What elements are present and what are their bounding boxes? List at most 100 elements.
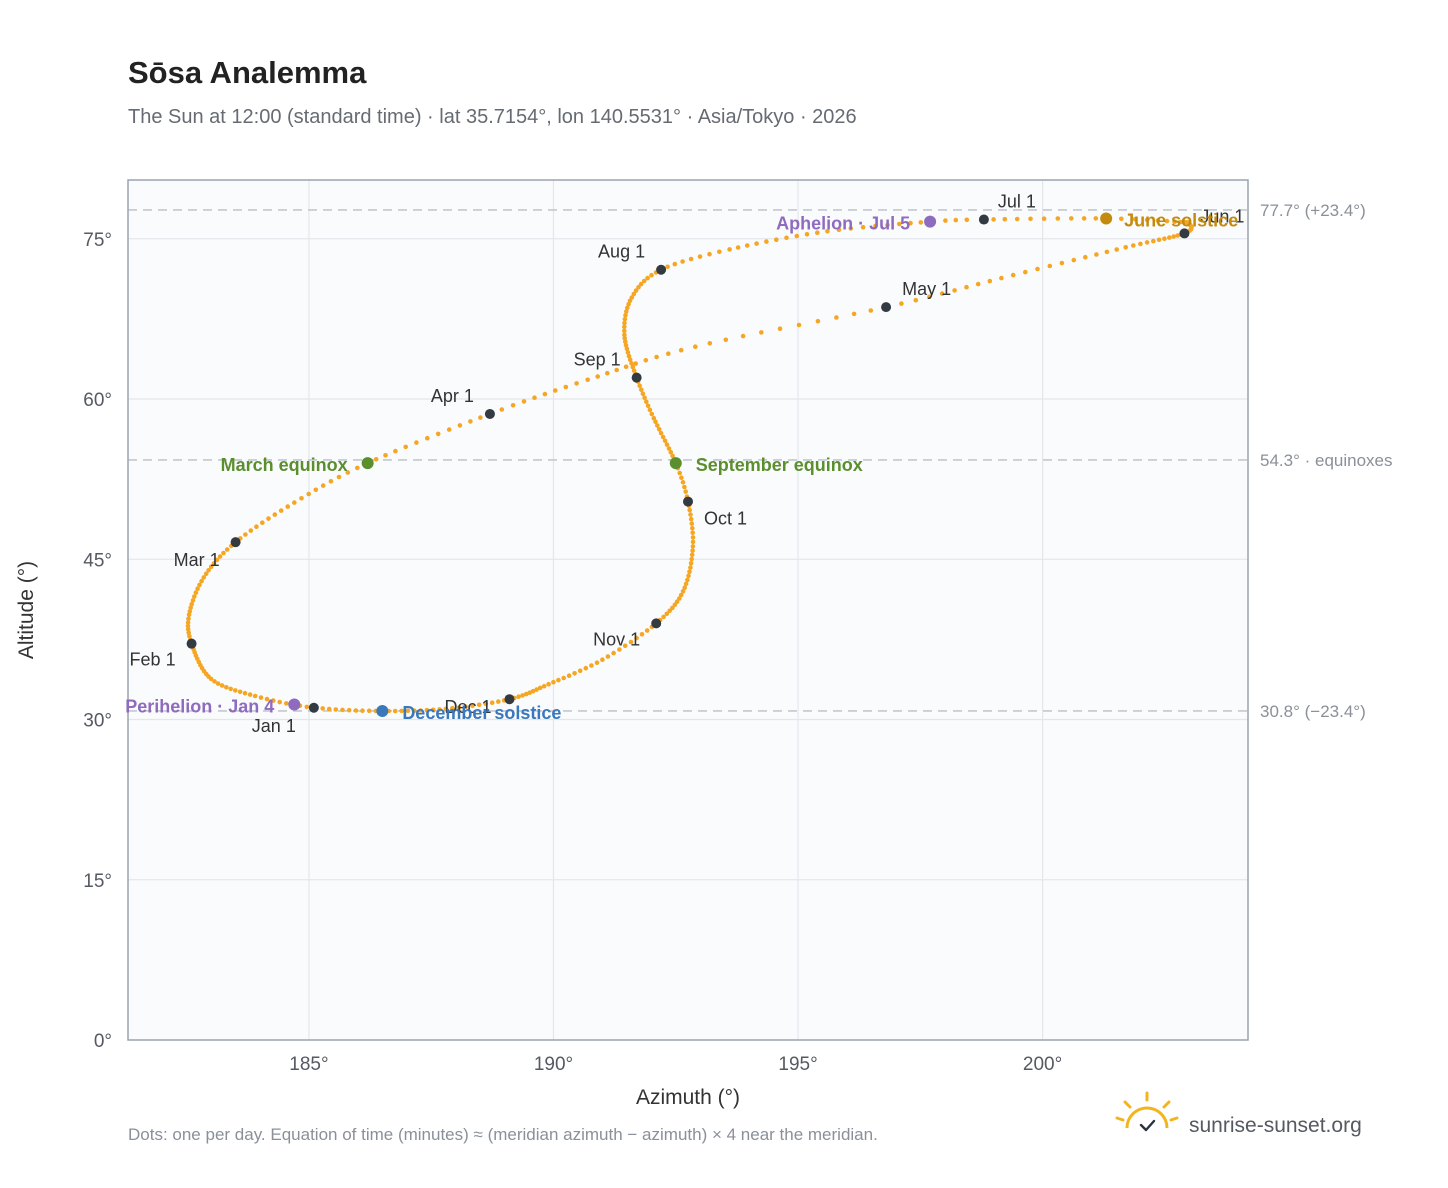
day-dot <box>688 256 694 262</box>
day-dot <box>355 465 360 471</box>
day-dot <box>1104 249 1110 255</box>
day-dot <box>1035 266 1040 272</box>
day-dot <box>556 677 561 683</box>
day-dot <box>626 302 631 307</box>
day-dot <box>624 309 629 314</box>
x-tick-label: 200° <box>1023 1054 1062 1075</box>
day-dot <box>680 589 686 594</box>
day-dot <box>611 650 616 656</box>
event-label: Perihelion · Jan 4 <box>125 697 274 717</box>
day-dot <box>496 699 501 704</box>
day-dot <box>1172 219 1177 224</box>
event-markers: Perihelion · Jan 4 March equinox June sols… <box>125 210 1238 722</box>
day-dot <box>566 673 572 678</box>
day-dot <box>627 357 633 363</box>
month-label: Nov 1 <box>593 629 640 649</box>
day-dot <box>655 423 660 428</box>
day-dot <box>553 388 558 393</box>
day-dot <box>899 301 904 306</box>
day-dot <box>633 288 639 293</box>
day-dot <box>366 708 372 714</box>
day-dot <box>690 535 696 540</box>
day-dot <box>670 453 675 459</box>
day-dot <box>215 681 221 686</box>
day-dot <box>654 354 659 360</box>
day-dot <box>292 500 297 505</box>
plot-background <box>128 180 1248 1040</box>
day-dot <box>595 374 600 379</box>
day-dot <box>546 681 551 687</box>
day-dot <box>682 484 687 490</box>
day-dot <box>680 480 686 485</box>
day-dot <box>662 438 668 444</box>
day-dot <box>320 706 326 711</box>
day-dot <box>1010 272 1016 278</box>
event-marker-dot <box>361 457 374 470</box>
day-dot <box>794 233 800 239</box>
day-dot <box>185 623 191 629</box>
reference-line-label: 77.7° (+23.4°) <box>1260 201 1366 220</box>
day-dot <box>1151 238 1156 244</box>
day-dot <box>689 552 695 558</box>
day-dot <box>412 708 417 713</box>
day-dot <box>187 609 193 614</box>
day-dot <box>651 415 657 421</box>
day-dot <box>873 223 878 229</box>
day-dot <box>689 521 695 526</box>
day-dot <box>688 561 694 566</box>
day-dot <box>964 284 969 290</box>
day-dot <box>660 434 666 440</box>
day-dot <box>836 227 842 233</box>
day-dot <box>393 448 398 454</box>
day-dot <box>521 399 527 404</box>
day-dot <box>759 330 764 335</box>
day-dot <box>617 647 622 652</box>
day-dot <box>668 449 674 455</box>
day-dot <box>1132 217 1138 222</box>
day-dot <box>563 384 569 390</box>
day-dot <box>437 707 442 712</box>
day-dot <box>212 679 217 684</box>
day-dot <box>897 221 902 227</box>
day-dot <box>908 220 913 226</box>
x-tick-label: 195° <box>778 1054 817 1075</box>
day-dot <box>685 577 690 583</box>
day-dot <box>418 708 423 713</box>
event-marker-dot <box>288 698 301 711</box>
y-axis-ticks: 0° 15° 30° 45° 60° 75° <box>83 230 112 1052</box>
day-dot <box>815 318 821 324</box>
day-dot <box>637 383 642 389</box>
month-label: Apr 1 <box>431 386 474 406</box>
day-dot <box>644 628 650 633</box>
day-dot <box>499 407 505 412</box>
day-dot <box>639 387 644 393</box>
day-dot <box>622 332 627 338</box>
day-dot <box>740 333 746 339</box>
month-marker-dot <box>651 618 662 629</box>
day-dot <box>219 683 225 688</box>
day-dot <box>687 569 692 575</box>
day-dot <box>520 693 525 698</box>
day-dot <box>686 573 691 579</box>
day-dot <box>403 444 409 450</box>
day-dot <box>1155 218 1161 223</box>
day-dot <box>649 272 654 278</box>
day-dot <box>285 504 291 509</box>
event-label: June solstice <box>1124 210 1238 230</box>
day-dot <box>727 247 732 252</box>
x-tick-label: 185° <box>289 1054 328 1075</box>
month-marker-dot <box>978 214 989 225</box>
day-dot <box>735 245 741 250</box>
day-dot <box>642 395 647 401</box>
day-dot <box>551 679 556 685</box>
day-dot <box>868 308 874 313</box>
day-dot <box>636 285 641 290</box>
day-dot <box>631 291 637 297</box>
month-label: Oct 1 <box>704 509 747 529</box>
day-dot <box>572 671 577 676</box>
day-dot <box>277 699 283 705</box>
day-dot <box>689 556 694 562</box>
y-tick-label: 45° <box>83 550 112 571</box>
day-dot <box>707 251 712 257</box>
